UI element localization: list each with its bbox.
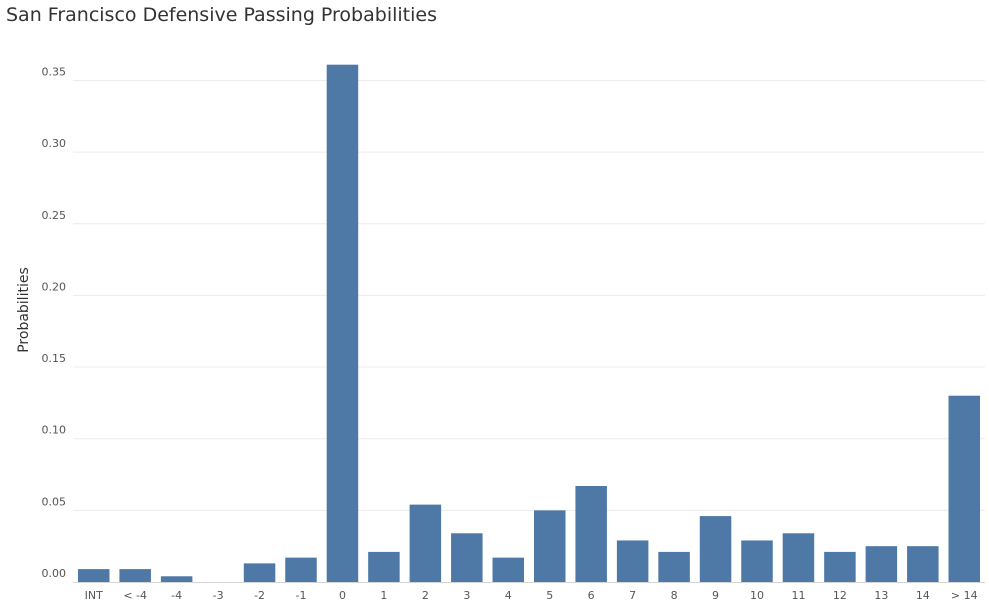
bar[interactable] <box>451 533 483 582</box>
bar[interactable] <box>699 516 732 582</box>
x-tick-label: 13 <box>874 589 888 602</box>
y-axis-ticks: 0.00 0.05 0.10 0.15 0.20 0.25 0.30 0.35 <box>42 65 67 580</box>
x-tick-label: 11 <box>791 589 805 602</box>
x-tick-label: 5 <box>546 589 553 602</box>
bar[interactable] <box>409 504 442 582</box>
gridlines <box>73 79 985 511</box>
x-tick-label: -2 <box>254 589 265 602</box>
y-tick-label: 0.30 <box>42 137 67 150</box>
bar[interactable] <box>160 576 193 582</box>
x-tick-label: -1 <box>296 589 307 602</box>
x-tick-label: -4 <box>171 589 182 602</box>
x-tick-label: 6 <box>588 589 595 602</box>
x-tick-label: > 14 <box>951 589 978 602</box>
x-tick-label: 14 <box>916 589 930 602</box>
x-axis-ticks: INT < -4 -4 -3 -2 -1 0 1 2 3 4 5 6 7 8 9 10 11 12 13 14 > 14 <box>85 589 978 602</box>
bar[interactable] <box>782 533 815 582</box>
y-tick-label: 0.25 <box>42 209 67 222</box>
x-tick-label: 10 <box>750 589 764 602</box>
x-tick-label: 3 <box>463 589 470 602</box>
bar[interactable] <box>533 510 566 582</box>
bar[interactable] <box>948 395 981 582</box>
y-tick-label: 0.05 <box>42 495 67 508</box>
bar[interactable] <box>326 64 359 582</box>
x-tick-label: 7 <box>629 589 636 602</box>
bar[interactable] <box>824 551 856 582</box>
bar[interactable] <box>492 557 525 582</box>
x-tick-label: 9 <box>712 589 719 602</box>
y-tick-label: 0.00 <box>42 567 67 580</box>
y-tick-label: 0.20 <box>42 280 67 293</box>
x-tick-label: INT <box>85 589 103 602</box>
bar[interactable] <box>616 540 649 582</box>
bar[interactable] <box>865 546 898 582</box>
y-tick-label: 0.15 <box>42 352 67 365</box>
x-tick-label: 1 <box>380 589 387 602</box>
bar[interactable] <box>77 569 110 582</box>
x-tick-label: 8 <box>671 589 678 602</box>
bar[interactable] <box>285 557 317 582</box>
bar[interactable] <box>119 569 151 582</box>
chart-title: San Francisco Defensive Passing Probabil… <box>6 4 437 26</box>
bar[interactable] <box>741 540 773 582</box>
x-tick-label: 12 <box>833 589 847 602</box>
bar[interactable] <box>243 563 276 582</box>
bar[interactable] <box>575 485 607 582</box>
x-tick-label: 4 <box>505 589 512 602</box>
bars <box>77 64 981 582</box>
x-tick-label: < -4 <box>123 589 147 602</box>
x-tick-label: 2 <box>422 589 429 602</box>
bar[interactable] <box>658 551 690 582</box>
x-tick-label: 0 <box>339 589 346 602</box>
bar[interactable] <box>907 546 939 582</box>
y-tick-label: 0.35 <box>42 65 67 78</box>
x-tick-label: -3 <box>213 589 224 602</box>
y-axis-label: Probabilities <box>16 267 32 353</box>
bar[interactable] <box>368 551 400 582</box>
y-tick-label: 0.10 <box>42 424 67 437</box>
